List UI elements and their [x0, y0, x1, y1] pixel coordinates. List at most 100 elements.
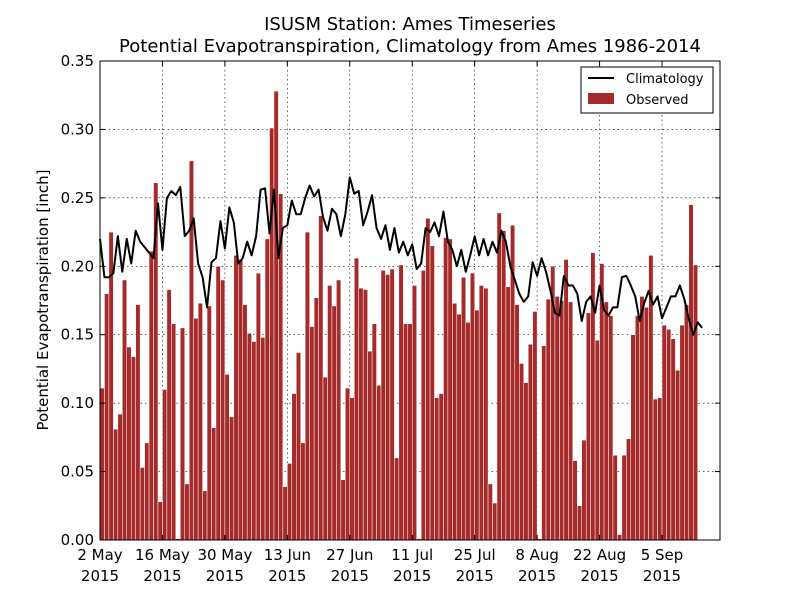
observed-bar — [617, 534, 623, 541]
observed-bar — [157, 501, 163, 541]
x-tick-label: 8 Aug — [515, 546, 559, 564]
observed-bar — [603, 301, 609, 541]
y-tick-label: 0.15 — [61, 326, 94, 344]
observed-bar — [398, 264, 404, 541]
observed-bar — [246, 333, 252, 541]
observed-bar — [215, 266, 221, 541]
observed-bar — [385, 274, 391, 541]
observed-bar — [184, 483, 190, 541]
observed-bar — [389, 268, 395, 541]
observed-bar — [345, 387, 351, 541]
observed-bar — [340, 479, 346, 541]
observed-bar — [675, 370, 681, 541]
observed-bar — [126, 346, 132, 541]
observed-bar — [336, 279, 342, 541]
observed-bar — [585, 312, 591, 541]
y-tick-label: 0.25 — [61, 189, 94, 207]
observed-bar — [260, 337, 266, 541]
observed-bar — [679, 324, 685, 541]
plot-frame — [99, 60, 721, 541]
observed-bar — [559, 300, 565, 541]
y-tick-label: 0.00 — [61, 531, 94, 549]
observed-bar — [264, 238, 270, 541]
chart-title: ISUSM Station: Ames Timeseries — [264, 14, 556, 35]
x-tick-label: 11 Jul — [391, 546, 433, 564]
x-tick-label: 16 May — [135, 546, 190, 564]
observed-bar — [429, 245, 435, 541]
observed-bar — [456, 313, 462, 541]
x-tick-year-label: 2015 — [643, 567, 681, 585]
observed-bar — [554, 296, 560, 541]
observed-bar — [291, 393, 297, 541]
observed-bar — [505, 286, 511, 541]
observed-bar — [371, 323, 377, 541]
x-tick-year-label: 2015 — [393, 567, 431, 585]
observed-bar — [478, 285, 484, 541]
observed-bar — [220, 279, 226, 541]
observed-bar — [452, 302, 458, 541]
observed-bar — [313, 297, 319, 541]
x-tick-year-label: 2015 — [143, 567, 181, 585]
observed-bar — [643, 307, 649, 541]
observed-bar — [612, 454, 618, 541]
y-tick-label: 0.10 — [61, 394, 94, 412]
observed-bar — [251, 341, 257, 541]
x-tick-year-label: 2015 — [331, 567, 369, 585]
observed-bar — [224, 374, 230, 541]
observed-bar — [113, 428, 119, 541]
observed-bar — [309, 326, 315, 541]
observed-bar — [193, 318, 199, 541]
y-tick-label: 0.35 — [61, 52, 94, 70]
x-tick-label: 13 Jun — [264, 546, 311, 564]
climatology-line-group — [99, 176, 703, 336]
observed-bar — [255, 272, 261, 541]
axis-ticks: 0.00 0.05 0.10 0.15 0.20 0.25 0.30 0.35 2 May 201… — [61, 52, 720, 585]
observed-bar — [99, 387, 105, 541]
observed-bar — [661, 324, 667, 541]
observed-bar — [139, 467, 145, 541]
observed-bar — [541, 345, 547, 541]
observed-bar — [202, 490, 208, 541]
x-tick-label: 2 May — [77, 546, 122, 564]
observed-bar — [180, 327, 185, 541]
observed-bar — [197, 302, 203, 541]
legend: Climatology Observed — [580, 66, 714, 114]
observed-bar — [144, 442, 150, 541]
observed-bar — [273, 90, 279, 541]
observed-bar — [171, 323, 177, 541]
observed-bar — [206, 305, 212, 541]
observed-bar — [465, 322, 471, 541]
observed-bar — [394, 457, 400, 541]
legend-observed-swatch — [588, 93, 614, 104]
observed-bar — [469, 272, 475, 541]
observed-bar — [358, 287, 364, 541]
observed-bar — [657, 397, 663, 541]
observed-bar — [148, 250, 154, 541]
observed-bar — [304, 231, 310, 541]
observed-bar — [572, 460, 578, 541]
x-tick-year-label: 2015 — [268, 567, 306, 585]
observed-bar — [626, 438, 632, 541]
observed-bar — [608, 315, 614, 541]
observed-bar — [108, 231, 114, 541]
observed-bar — [652, 398, 658, 541]
observed-bar — [514, 304, 520, 541]
x-tick-year-label: 2015 — [81, 567, 119, 585]
observed-bar — [122, 279, 128, 541]
observed-bar — [296, 352, 301, 541]
observed-bar — [443, 237, 449, 541]
observed-bar — [380, 270, 386, 541]
climatology-line — [99, 176, 703, 336]
y-tick-label: 0.20 — [61, 257, 94, 275]
x-tick-year-label: 2015 — [518, 567, 556, 585]
observed-bar — [420, 270, 426, 541]
observed-bar — [130, 356, 136, 541]
observed-bar — [331, 305, 337, 541]
observed-bar — [117, 413, 123, 541]
observed-bar — [322, 376, 328, 541]
observed-bar — [162, 389, 168, 541]
observed-bar — [461, 276, 467, 541]
observed-bar — [447, 238, 453, 541]
observed-bar — [104, 293, 110, 541]
